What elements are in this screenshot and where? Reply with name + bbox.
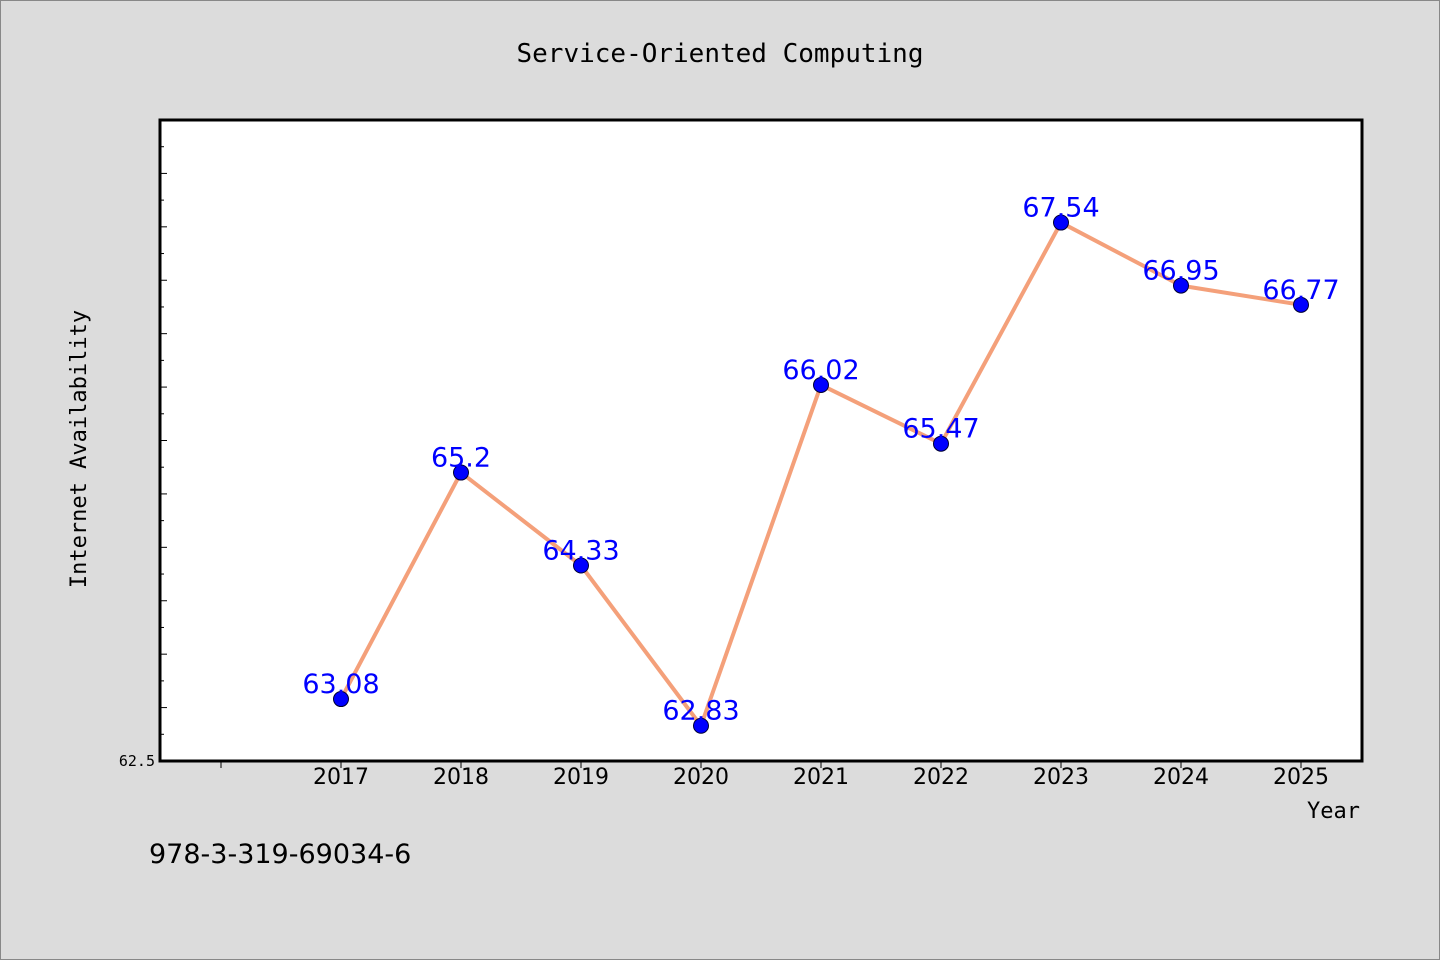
x-tick-label: 2018	[433, 765, 489, 790]
y-axis-label: Internet Availability	[67, 310, 92, 588]
plot-area	[158, 118, 1364, 763]
data-label: 66.95	[1142, 256, 1219, 287]
data-label: 66.02	[782, 355, 859, 386]
data-label: 66.77	[1262, 275, 1339, 306]
data-point	[333, 691, 349, 708]
chart-title: Service-Oriented Computing	[517, 39, 924, 69]
data-point	[1173, 277, 1189, 294]
data-label: 65.2	[431, 443, 491, 474]
x-tick-label: 2022	[913, 765, 969, 790]
data-label: 65.47	[902, 414, 979, 445]
x-axis-ticks: 2017 2018 2019 2020 2021 2022 2023 2024 2025	[220, 761, 1329, 790]
data-label: 63.08	[302, 669, 379, 700]
isbn-text: 978-3-319-69034-6	[149, 839, 411, 870]
data-point	[1053, 214, 1069, 231]
x-axis-label: Year	[1307, 799, 1360, 824]
data-label: 62.83	[662, 696, 739, 727]
x-tick-label: 2020	[673, 765, 729, 790]
data-point	[693, 717, 709, 734]
x-tick-label: 2021	[793, 765, 849, 790]
data-point	[933, 435, 949, 452]
data-point	[453, 464, 469, 481]
x-tick-label: 2019	[553, 765, 609, 790]
x-tick-label: 2024	[1153, 765, 1209, 790]
data-label: 67.54	[1022, 193, 1099, 224]
y-axis-ticks: 62.5	[119, 119, 167, 770]
data-point	[573, 557, 589, 574]
y-tick-label: 62.5	[119, 752, 155, 770]
x-tick-label: 2017	[313, 765, 369, 790]
x-tick-label: 2023	[1033, 765, 1089, 790]
data-label: 64.33	[542, 535, 619, 566]
series-group: 63.08 65.2 64.33 62.83 66.02 65.47 67.54 66.95 6…	[302, 193, 1340, 734]
x-tick-label: 2025	[1273, 765, 1329, 790]
data-point	[813, 376, 829, 393]
data-point	[1293, 296, 1309, 313]
